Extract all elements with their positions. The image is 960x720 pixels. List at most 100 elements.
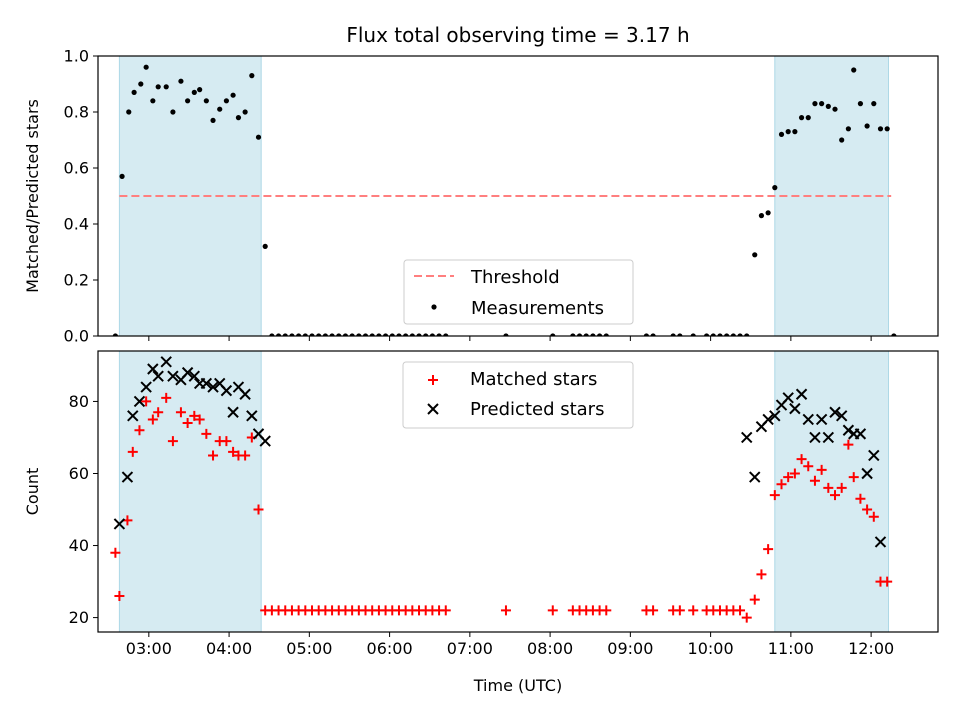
matched-stars-point — [749, 594, 760, 605]
axes-frame — [97, 55, 939, 337]
count-panel: 20 40 60 80 03:00 04:00 05:00 06:00 07:00 08:00 09… — [23, 350, 939, 658]
measurement-point — [203, 98, 209, 104]
predicted-stars-point — [220, 384, 233, 397]
measurement-point — [884, 126, 890, 132]
measurement-point — [262, 243, 268, 249]
measurement-point — [342, 333, 349, 336]
predicted-stars-point — [795, 388, 808, 400]
measurement-point — [871, 101, 877, 107]
legend-box — [402, 361, 634, 429]
legend-box — [403, 259, 634, 325]
measurement-point — [356, 333, 362, 336]
measurement-point — [590, 333, 596, 336]
predicted-stars-point — [259, 435, 271, 447]
measurement-point — [778, 131, 785, 137]
x-tick-label: 06:00 — [367, 639, 413, 658]
measurement-point — [223, 98, 230, 104]
matched-stars-point — [648, 605, 659, 616]
x-tick-label: 08:00 — [527, 639, 573, 658]
legend-measurements-swatch — [431, 304, 437, 310]
measurement-point — [382, 333, 389, 336]
measurement-point — [396, 333, 402, 336]
matched-stars-point — [127, 446, 138, 457]
series-matched-stars — [110, 392, 893, 623]
matched-stars-point — [141, 396, 152, 407]
matched-stars-point — [674, 605, 685, 616]
measurement-point — [785, 129, 791, 135]
measurement-point — [596, 333, 603, 336]
predicted-stars-point — [789, 402, 801, 415]
observing-window-shade — [774, 351, 890, 632]
y-tick-label: 0.4 — [64, 215, 89, 234]
predicted-stars-point — [861, 467, 873, 480]
predicted-stars-point — [152, 370, 164, 382]
measurement-point — [429, 333, 435, 336]
matched-stars-point — [161, 392, 172, 403]
matched-stars-point — [763, 544, 774, 555]
y-tick-label: 20 — [69, 608, 89, 627]
measurement-point — [230, 92, 236, 98]
measurement-point — [376, 333, 382, 336]
predicted-stars-point — [167, 370, 179, 382]
ratio-panel: 0.0 0.2 0.4 0.6 0.8 1.0 Matched/Predicted star… — [23, 47, 939, 346]
matched-stars-point — [688, 605, 699, 616]
measurement-point — [643, 333, 650, 336]
measurement-point — [369, 333, 375, 336]
measurement-point — [832, 106, 838, 112]
measurement-point — [403, 333, 409, 336]
measurement-point — [296, 333, 302, 336]
y-tick-label: 60 — [69, 464, 89, 483]
series-measurements — [112, 64, 897, 336]
matched-stars-point — [776, 479, 787, 490]
y-tick-label: 0.6 — [64, 159, 89, 178]
measurement-point — [416, 333, 422, 336]
measurement-point — [798, 115, 805, 121]
measurement-point — [197, 87, 203, 93]
predicted-stars-point — [113, 518, 126, 530]
measurement-point — [851, 67, 857, 73]
measurement-point — [744, 333, 750, 336]
legend: Matched stars Predicted stars — [402, 361, 634, 429]
measurement-point — [805, 115, 811, 121]
matched-stars-point — [843, 439, 854, 450]
measurement-point — [126, 109, 132, 115]
predicted-stars-point — [782, 392, 794, 404]
measurement-point — [710, 333, 716, 336]
matched-stars-point — [769, 490, 780, 501]
measurement-point — [765, 210, 771, 216]
matched-stars-point — [830, 490, 841, 501]
measurement-point — [772, 185, 778, 191]
matched-stars-point — [741, 612, 752, 623]
measurement-point — [170, 109, 176, 115]
predicted-stars-point — [809, 431, 821, 444]
measurement-point — [143, 64, 149, 70]
y-axis-label: Count — [23, 468, 42, 516]
matched-stars-point — [153, 407, 164, 418]
predicted-stars-point — [246, 410, 258, 422]
y-tick-label: 0.2 — [64, 271, 89, 290]
measurement-point — [576, 333, 583, 336]
measurement-point — [275, 333, 282, 336]
x-tick-label: 12:00 — [848, 639, 894, 658]
matched-stars-point — [208, 450, 219, 461]
measurement-point — [163, 84, 169, 90]
measurement-point — [131, 89, 137, 95]
predicted-stars-point — [181, 366, 194, 379]
matched-stars-point — [228, 446, 239, 457]
predicted-stars-point — [188, 370, 201, 382]
matched-stars-point — [189, 410, 200, 421]
measurement-point — [138, 81, 144, 87]
measurement-point — [550, 333, 556, 336]
matched-stars-point — [789, 468, 800, 479]
matched-stars-point — [796, 454, 807, 465]
observing-window-shade — [118, 56, 262, 336]
matched-stars-point — [182, 418, 193, 429]
measurement-point — [289, 333, 295, 336]
predicted-stars-point — [749, 471, 761, 483]
measurement-point — [730, 333, 736, 336]
measurement-point — [235, 115, 242, 121]
matched-stars-point — [783, 472, 794, 483]
measurement-point — [282, 333, 288, 336]
y-axis-label: Matched/Predicted stars — [23, 99, 42, 293]
legend-matched-swatch — [428, 375, 438, 385]
